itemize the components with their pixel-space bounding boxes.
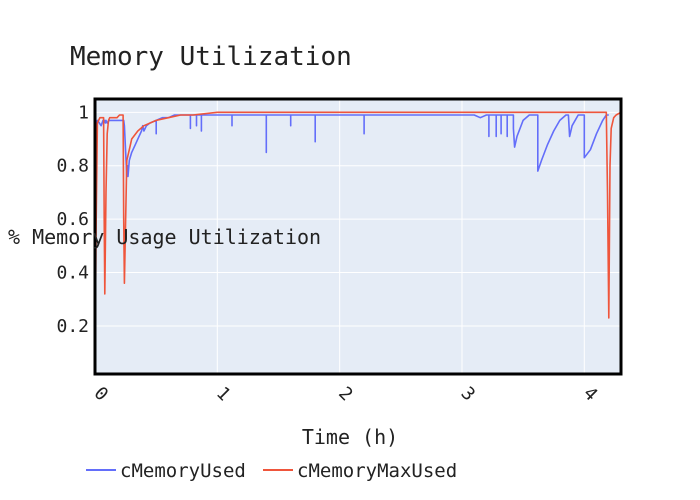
x-tick-label: 2 — [334, 383, 357, 406]
x-tick-labels: 0 1 2 3 4 — [90, 383, 602, 406]
y-tick-label: 1 — [78, 102, 89, 123]
plot-area — [95, 99, 621, 374]
legend-label: cMemoryUsed — [120, 460, 246, 482]
y-axis-title: % Memory Usage Utilization — [8, 225, 321, 249]
series-line-cMemoryMaxUsed — [94, 111, 622, 367]
legend-item-cMemoryMaxUsed[interactable]: cMemoryMaxUsed — [263, 460, 457, 482]
legend: cMemoryUsed cMemoryMaxUsed — [86, 460, 457, 482]
legend-label: cMemoryMaxUsed — [297, 460, 457, 482]
series-lines — [94, 111, 622, 367]
x-axis-title: Time (h) — [302, 425, 398, 449]
series-line-cMemoryUsed — [94, 114, 609, 359]
x-tick-label: 3 — [457, 383, 480, 406]
y-tick-label: 0.2 — [56, 316, 89, 337]
x-tick-label: 4 — [579, 383, 602, 406]
y-tick-label: 0.8 — [56, 156, 89, 177]
y-tick-labels: 0.2 0.4 0.6 0.8 1 — [56, 102, 89, 337]
y-tick-label: 0.6 — [56, 209, 89, 230]
plot-border — [93, 97, 623, 376]
legend-item-cMemoryUsed[interactable]: cMemoryUsed — [86, 460, 246, 482]
x-tick-label: 1 — [212, 383, 235, 406]
y-tick-label: 0.4 — [56, 263, 89, 284]
x-tick-label: 0 — [90, 383, 113, 406]
chart-title: Memory Utilization — [70, 42, 352, 72]
